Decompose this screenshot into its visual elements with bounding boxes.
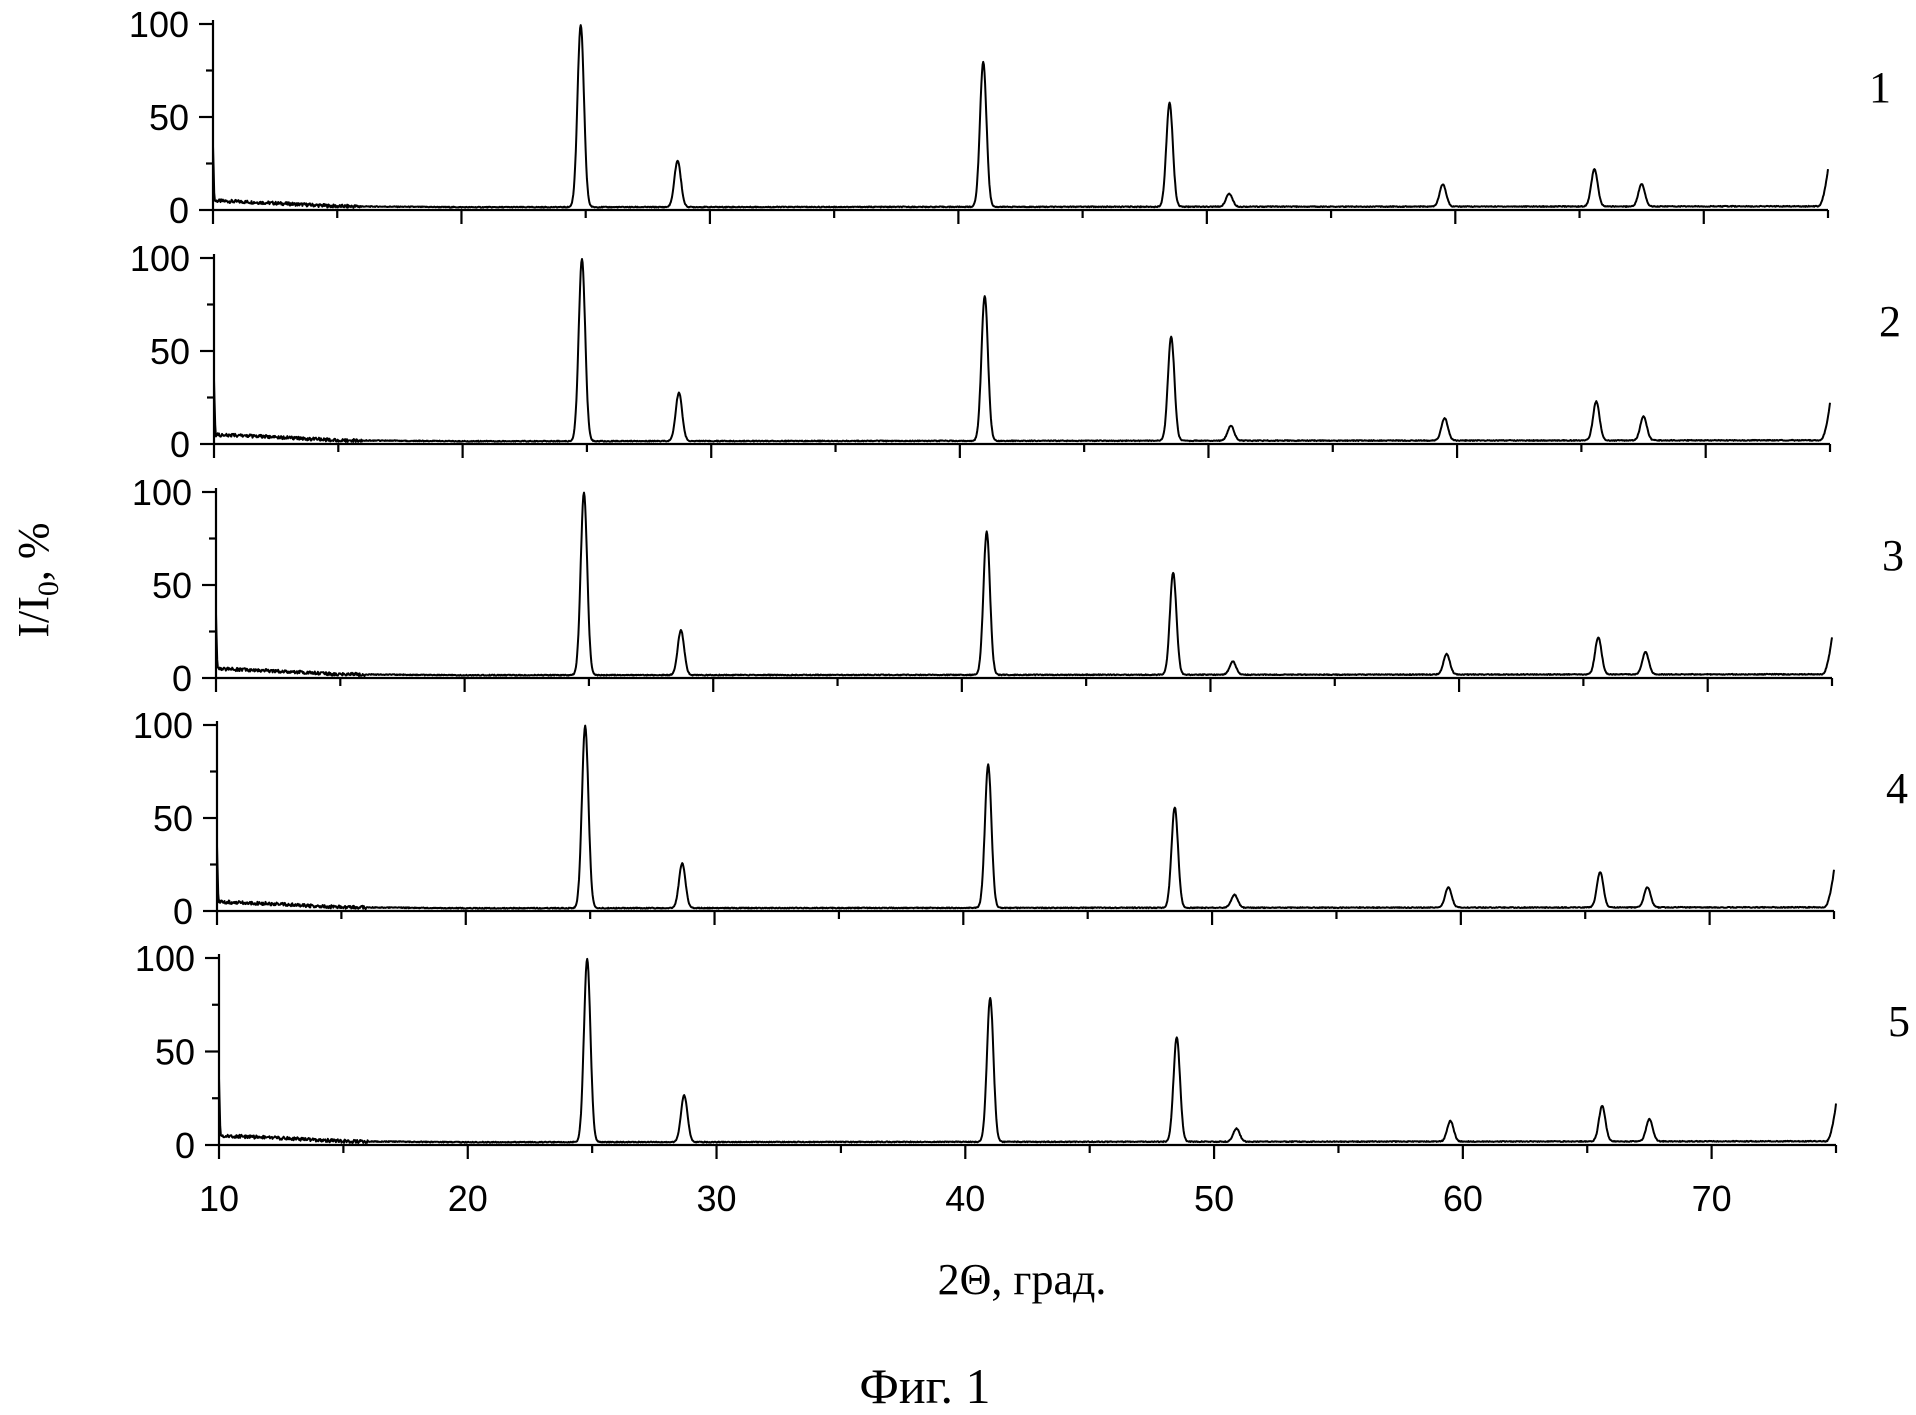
y-tick-label: 0 bbox=[169, 190, 189, 231]
panel-1: 0 50 100 1 bbox=[129, 4, 1891, 231]
series-label-5: 5 bbox=[1888, 997, 1910, 1046]
series-label-2: 2 bbox=[1879, 297, 1901, 346]
series-label-3: 3 bbox=[1882, 531, 1904, 580]
y-tick-label: 50 bbox=[150, 331, 190, 372]
series-label-4: 4 bbox=[1886, 764, 1908, 813]
y-axis-label: I/I0, % bbox=[9, 522, 65, 637]
y-tick-label: 0 bbox=[172, 658, 192, 699]
y-axis-label-main: I/I bbox=[9, 596, 58, 638]
series-3-trace bbox=[215, 491, 1833, 678]
x-tick-label: 20 bbox=[448, 1178, 488, 1219]
stacked-panels: 0 50 100 1 0 50 100 2 0 50 100 3 0 50 100 4 0 50 100 5 bbox=[129, 4, 1910, 1166]
y-tick-label: 100 bbox=[133, 705, 193, 746]
y-tick-label: 50 bbox=[155, 1032, 195, 1073]
x-tick-label: 50 bbox=[1194, 1178, 1234, 1219]
x-axis-tick-labels: 10 20 30 40 50 60 70 bbox=[199, 1178, 1732, 1219]
panel-5: 0 50 100 5 bbox=[135, 938, 1910, 1166]
panel-2: 0 50 100 2 bbox=[130, 238, 1901, 465]
y-tick-label: 100 bbox=[135, 938, 195, 979]
y-tick-label: 50 bbox=[153, 798, 193, 839]
series-label-1: 1 bbox=[1869, 63, 1891, 112]
y-tick-label: 50 bbox=[152, 565, 192, 606]
series-1-trace bbox=[212, 24, 1829, 209]
y-axis-label-suffix: , % bbox=[9, 522, 58, 581]
y-tick-label: 0 bbox=[173, 891, 193, 932]
y-axis-label-subscript: 0 bbox=[32, 581, 65, 596]
y-tick-label: 100 bbox=[132, 472, 192, 513]
panel-3: 0 50 100 3 bbox=[132, 472, 1904, 699]
x-tick-label: 10 bbox=[199, 1178, 239, 1219]
series-2-trace bbox=[213, 258, 1831, 443]
x-axis-label: 2Θ, град. bbox=[938, 1255, 1107, 1304]
x-tick-label: 40 bbox=[945, 1178, 985, 1219]
y-tick-label: 50 bbox=[149, 97, 189, 138]
y-tick-label: 100 bbox=[130, 238, 190, 279]
figure-caption: Фиг. 1 bbox=[859, 1358, 990, 1414]
y-tick-label: 0 bbox=[175, 1125, 195, 1166]
x-tick-label: 60 bbox=[1443, 1178, 1483, 1219]
panel-4: 0 50 100 4 bbox=[133, 705, 1908, 932]
y-tick-label: 0 bbox=[170, 424, 190, 465]
series-5-trace bbox=[218, 957, 1837, 1144]
series-4-trace bbox=[216, 724, 1835, 911]
x-tick-label: 70 bbox=[1692, 1178, 1732, 1219]
x-tick-label: 30 bbox=[697, 1178, 737, 1219]
y-tick-label: 100 bbox=[129, 4, 189, 45]
